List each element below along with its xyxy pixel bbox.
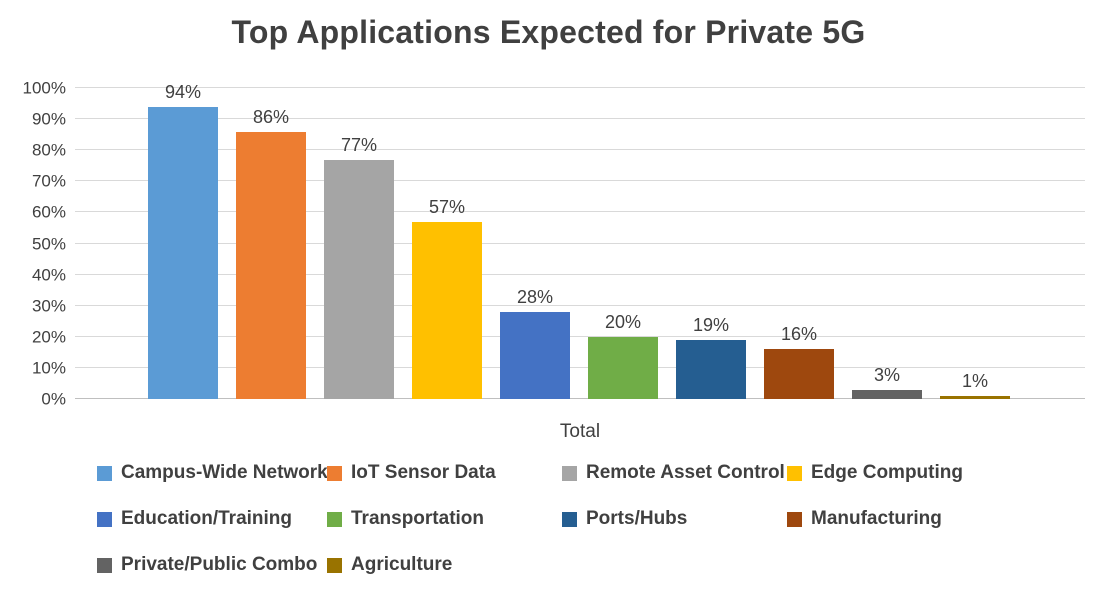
legend-swatch-transportation xyxy=(327,511,342,527)
bar-manufacturing: 16% xyxy=(764,325,834,399)
y-tick-label-10: 10% xyxy=(31,358,66,378)
legend-item-campus-wide-network: Campus-Wide Network xyxy=(97,462,328,484)
legend-label-transportation: Transportation xyxy=(351,508,485,529)
chart-title: Top Applications Expected for Private 5G xyxy=(231,14,866,50)
y-tick-label-30: 30% xyxy=(31,296,66,316)
legend-label-education-training: Education/Training xyxy=(121,508,293,529)
bars-group: 94% 86% 77% 57% 28% 20% 19% 16% 3% 1% xyxy=(148,83,1010,399)
legend-item-transportation: Transportation xyxy=(327,508,562,530)
y-tick-label-60: 60% xyxy=(31,202,66,222)
legend-swatch-campus-wide-network xyxy=(97,465,112,481)
plot-area: 94% 86% 77% 57% 28% 20% 19% 16% 3% 1% 0% 10% 20% 30%… xyxy=(23,80,1085,408)
legend-item-edge-computing: Edge Computing xyxy=(787,462,1037,484)
bar-value-label-transportation: 20% xyxy=(604,311,642,332)
bar-education-training: 28% xyxy=(500,288,570,399)
legend: Campus-Wide Network IoT Sensor Data Remote… xyxy=(97,462,1037,576)
gridline-0 xyxy=(75,398,1085,399)
legend-label-ports-hubs: Ports/Hubs xyxy=(586,508,688,529)
gridline-30 xyxy=(75,304,1085,306)
legend-swatch-iot-sensor-data xyxy=(327,465,342,481)
legend-item-agriculture: Agriculture xyxy=(327,554,562,576)
y-tick-label-40: 40% xyxy=(31,265,66,285)
y-tick-label-20: 20% xyxy=(31,327,66,347)
bar-remote-asset-control: 77% xyxy=(324,136,394,399)
gridline-90 xyxy=(75,118,1085,120)
legend-label-iot-sensor-data: IoT Sensor Data xyxy=(351,462,496,483)
gridline-60 xyxy=(75,211,1085,213)
bar-ports-hubs: 19% xyxy=(676,316,746,399)
x-axis-label: Total xyxy=(559,421,601,442)
legend-swatch-education-training xyxy=(97,511,112,527)
bar-value-label-manufacturing: 16% xyxy=(780,324,818,345)
bar-private-public-combo: 3% xyxy=(852,366,922,399)
legend-item-education-training: Education/Training xyxy=(97,508,327,530)
legend-label-remote-asset-control: Remote Asset Control xyxy=(586,462,785,483)
legend-swatch-private-public-combo xyxy=(97,557,112,573)
bar-value-label-ports-hubs: 19% xyxy=(692,314,730,335)
y-tick-label-80: 80% xyxy=(31,140,66,160)
gridline-50 xyxy=(75,242,1085,244)
y-tick-label-0: 0% xyxy=(41,389,66,409)
legend-item-manufacturing: Manufacturing xyxy=(787,508,1037,530)
y-tick-label-100: 100% xyxy=(22,78,66,98)
bar-value-label-iot-sensor-data: 86% xyxy=(252,106,290,127)
legend-item-private-public-combo: Private/Public Combo xyxy=(97,554,327,576)
bar-campus-wide-network: 94% xyxy=(148,83,218,399)
legend-label-campus-wide-network: Campus-Wide Network xyxy=(121,462,328,483)
legend-item-iot-sensor-data: IoT Sensor Data xyxy=(327,462,562,484)
legend-item-remote-asset-control: Remote Asset Control xyxy=(562,462,787,484)
bar-value-label-education-training: 28% xyxy=(516,286,554,307)
gridline-100 xyxy=(75,87,1085,88)
legend-label-manufacturing: Manufacturing xyxy=(811,508,942,529)
bar-iot-sensor-data: 86% xyxy=(236,108,306,399)
bar-value-label-private-public-combo: 3% xyxy=(873,364,901,385)
gridline-80 xyxy=(75,149,1085,151)
gridline-70 xyxy=(75,180,1085,182)
bar-value-label-agriculture: 1% xyxy=(961,370,989,391)
legend-swatch-remote-asset-control xyxy=(562,465,577,481)
legend-item-ports-hubs: Ports/Hubs xyxy=(562,508,787,530)
gridline-40 xyxy=(75,273,1085,275)
legend-swatch-ports-hubs xyxy=(562,511,577,527)
bar-value-label-remote-asset-control: 77% xyxy=(340,134,378,155)
bar-transportation: 20% xyxy=(588,313,658,399)
bar-agriculture: 1% xyxy=(940,372,1010,399)
bar-value-label-campus-wide-network: 94% xyxy=(164,81,202,102)
legend-swatch-agriculture xyxy=(327,557,342,573)
legend-label-private-public-combo: Private/Public Combo xyxy=(121,554,318,575)
legend-label-edge-computing: Edge Computing xyxy=(811,462,963,483)
y-tick-label-50: 50% xyxy=(31,234,66,253)
legend-label-agriculture: Agriculture xyxy=(351,554,453,575)
y-tick-label-90: 90% xyxy=(31,109,66,129)
y-tick-label-70: 70% xyxy=(31,171,66,191)
gridline-10 xyxy=(75,366,1085,368)
bar-edge-computing: 57% xyxy=(412,198,482,399)
legend-swatch-manufacturing xyxy=(787,511,802,527)
legend-swatch-edge-computing xyxy=(787,465,802,481)
gridline-20 xyxy=(75,335,1085,337)
bar-value-label-edge-computing: 57% xyxy=(428,196,466,217)
